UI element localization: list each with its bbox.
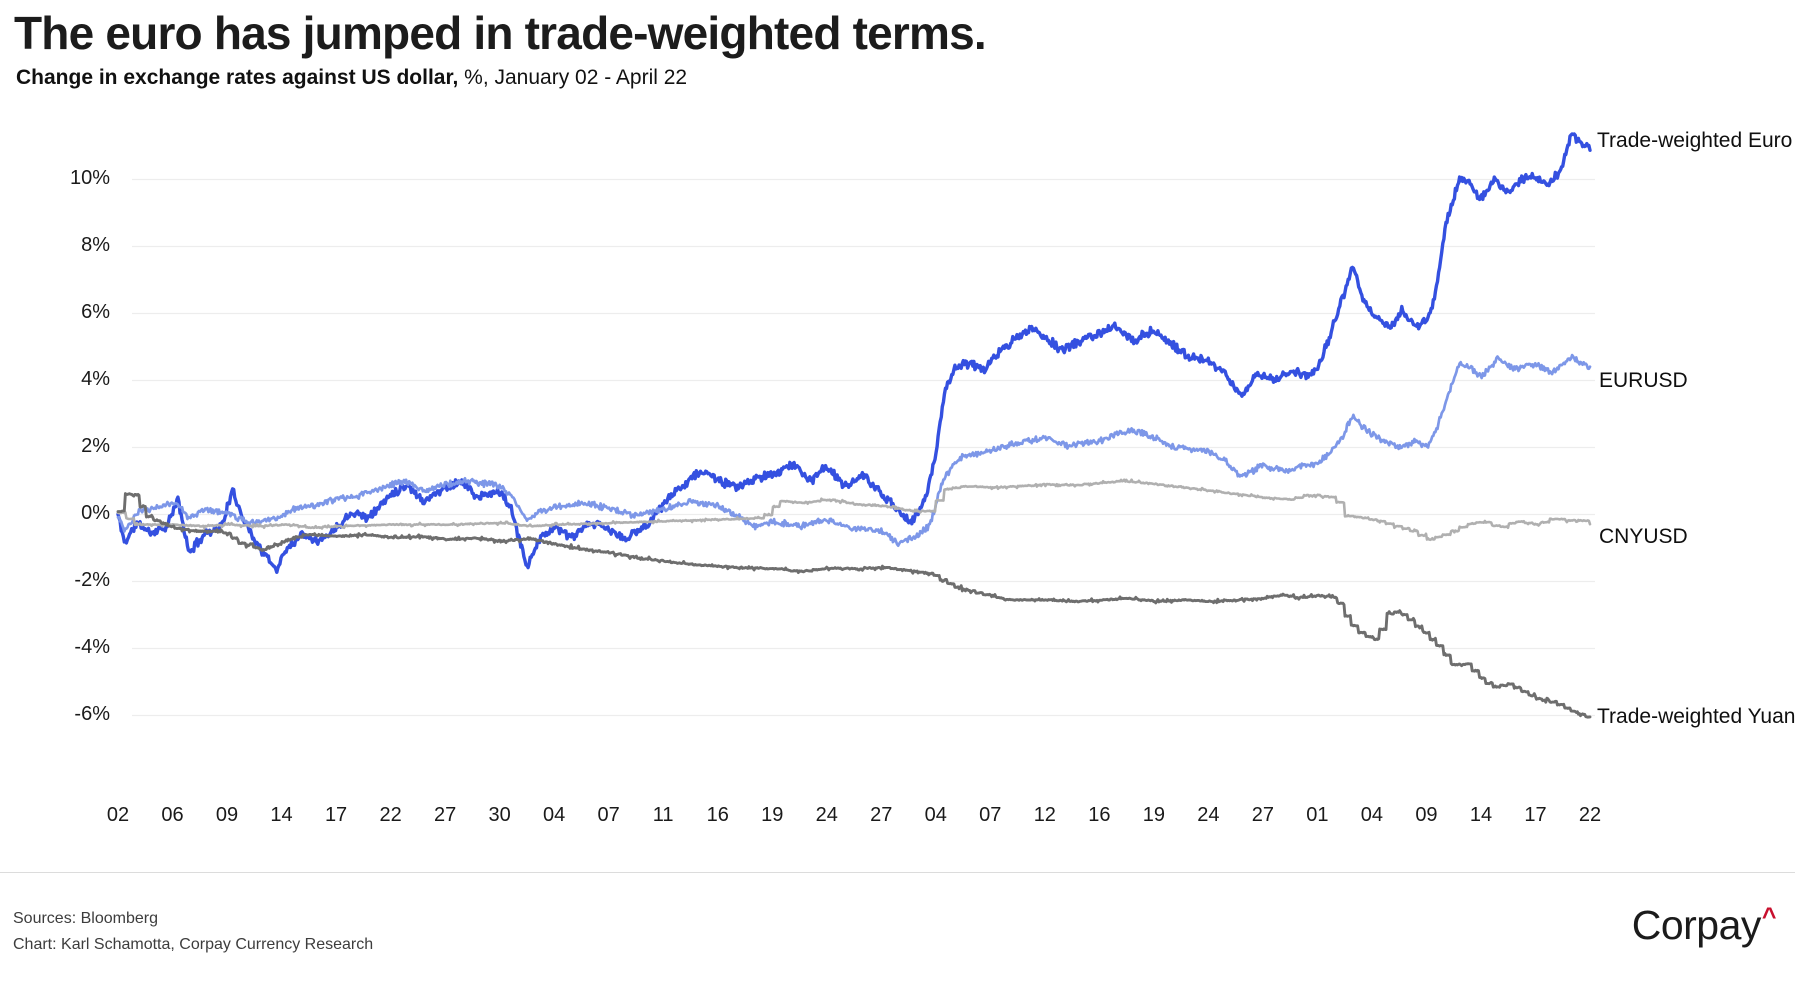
series-label-eurusd: EURUSD bbox=[1599, 369, 1688, 392]
y-tick-label: 2% bbox=[81, 434, 110, 457]
x-tick-label: 24 bbox=[815, 804, 838, 826]
x-tick-label: 19 bbox=[761, 804, 784, 826]
chart-credit: Chart: Karl Schamotta, Corpay Currency R… bbox=[13, 936, 374, 953]
x-tick-label: 22 bbox=[379, 804, 402, 826]
series-line-eurusd bbox=[116, 353, 1592, 548]
x-tick-label: 19 bbox=[1142, 804, 1165, 826]
x-tick-label: 14 bbox=[1469, 804, 1493, 826]
x-tick-label: 07 bbox=[979, 804, 1002, 826]
series-line-trade-weighted-euro bbox=[116, 132, 1592, 574]
x-tick-label: 27 bbox=[870, 804, 893, 826]
y-tick-label: 10% bbox=[69, 166, 110, 189]
x-tick-label: 09 bbox=[215, 804, 239, 826]
x-tick-label: 14 bbox=[270, 804, 293, 826]
corpay-logo-caret-icon: ^ bbox=[1761, 903, 1777, 931]
y-tick-label: 6% bbox=[81, 300, 110, 323]
x-tick-label: 12 bbox=[1033, 804, 1056, 826]
x-tick-label: 27 bbox=[433, 804, 457, 826]
x-tick-label: 22 bbox=[1578, 804, 1602, 826]
x-tick-label: 07 bbox=[597, 804, 620, 826]
x-tick-label: 16 bbox=[1088, 804, 1111, 826]
corpay-logo-text: Corpay bbox=[1631, 902, 1762, 948]
x-tick-label: 09 bbox=[1415, 804, 1438, 826]
series-label-trade-weighted-euro: Trade-weighted Euro bbox=[1597, 129, 1793, 152]
x-tick-label: 17 bbox=[324, 804, 348, 826]
y-tick-label: 0% bbox=[81, 501, 110, 524]
sources-note: Sources: Bloomberg bbox=[13, 910, 158, 927]
y-tick-label: 4% bbox=[81, 367, 110, 390]
y-tick-label: -2% bbox=[74, 568, 110, 591]
chart-subtitle: Change in exchange rates against US doll… bbox=[16, 66, 687, 90]
x-tick-label: 24 bbox=[1197, 804, 1220, 826]
series-line-trade-weighted-yuan bbox=[116, 492, 1592, 719]
x-tick-label: 16 bbox=[706, 804, 729, 826]
x-tick-label: 04 bbox=[924, 804, 947, 826]
x-tick-label: 17 bbox=[1524, 804, 1547, 826]
x-tick-label: 04 bbox=[543, 804, 566, 826]
x-tick-label: 01 bbox=[1306, 804, 1329, 826]
subtitle-bold: Change in exchange rates against US doll… bbox=[16, 66, 459, 89]
corpay-logo: Corpay^ bbox=[1631, 902, 1777, 949]
x-tick-label: 02 bbox=[106, 804, 130, 826]
y-tick-label: -6% bbox=[74, 702, 110, 725]
x-tick-label: 27 bbox=[1251, 804, 1274, 826]
x-tick-label: 11 bbox=[652, 804, 674, 826]
subtitle-rest: %, January 02 - April 22 bbox=[458, 66, 688, 89]
y-tick-label: -4% bbox=[74, 635, 110, 658]
x-tick-label: 30 bbox=[488, 804, 511, 826]
series-label-cnyusd: CNYUSD bbox=[1599, 525, 1688, 548]
footer-divider bbox=[0, 872, 1795, 873]
series-label-trade-weighted-yuan: Trade-weighted Yuan bbox=[1597, 705, 1795, 728]
series-line-cnyusd bbox=[116, 478, 1592, 542]
x-tick-label: 06 bbox=[161, 804, 184, 826]
page-title: The euro has jumped in trade-weighted te… bbox=[14, 7, 987, 59]
y-tick-label: 8% bbox=[81, 233, 110, 256]
x-tick-label: 04 bbox=[1360, 804, 1384, 826]
